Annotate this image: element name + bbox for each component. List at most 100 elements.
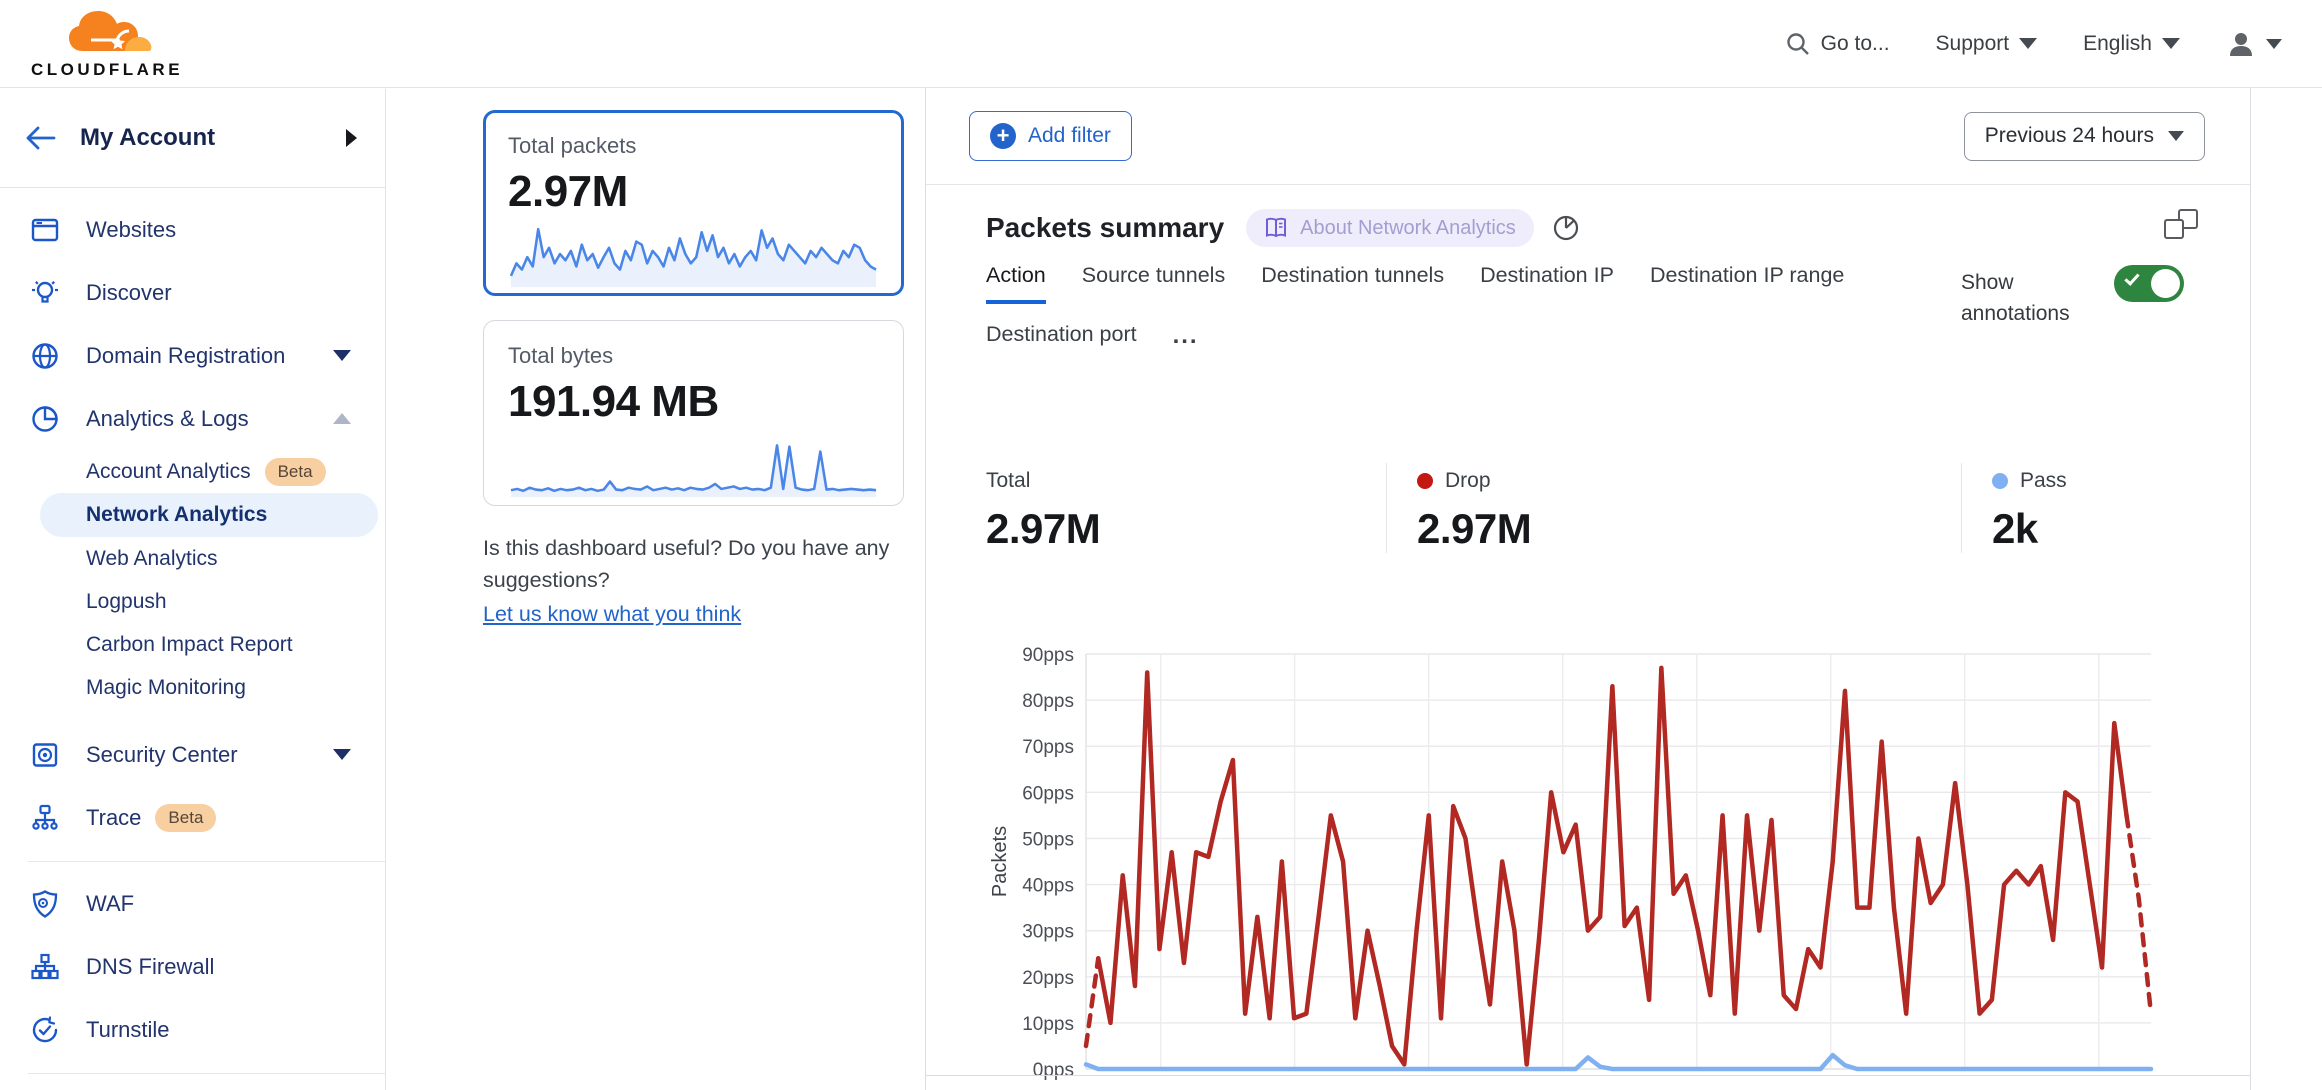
- sidebar-item-domain-registration[interactable]: Domain Registration: [0, 324, 385, 387]
- sidebar-item-analytics-logs[interactable]: Analytics & Logs: [0, 387, 385, 450]
- svg-text:Packets: Packets: [989, 826, 1011, 897]
- svg-text:50pps: 50pps: [1022, 829, 1074, 850]
- svg-text:40pps: 40pps: [1022, 876, 1074, 897]
- sidebar-item-label: Websites: [86, 216, 177, 242]
- tab-action[interactable]: Action: [986, 263, 1046, 304]
- sidebar-item-dns-firewall[interactable]: DNS Firewall: [0, 935, 385, 998]
- pie-chart-icon[interactable]: [1552, 214, 1580, 242]
- stat-pass: Pass 2k: [1961, 463, 2190, 553]
- sidebar-item-label: Domain Registration: [86, 342, 286, 368]
- top-header: CLOUDFLARE Go to... Support English: [0, 0, 2322, 88]
- sidebar-item-magic-monitoring[interactable]: Magic Monitoring: [40, 666, 378, 709]
- sidebar-item-discover[interactable]: Discover: [0, 261, 385, 324]
- stat-label: Drop: [1445, 469, 1491, 492]
- sidebar-item-web-analytics[interactable]: Web Analytics: [40, 537, 378, 580]
- feedback-text: Is this dashboard useful? Do you have an…: [483, 536, 890, 592]
- feedback-block: Is this dashboard useful? Do you have an…: [483, 532, 923, 630]
- tab-destination-ip-range[interactable]: Destination IP range: [1649, 263, 1845, 287]
- hierarchy-icon: [31, 953, 59, 979]
- sidebar-item-label: Carbon Impact Report: [86, 632, 293, 656]
- add-filter-button[interactable]: + Add filter: [969, 111, 1132, 161]
- account-menu[interactable]: [2226, 29, 2282, 59]
- add-filter-label: Add filter: [1028, 124, 1111, 147]
- support-label: Support: [1935, 31, 2010, 55]
- stat-value: 2k: [1992, 505, 2038, 552]
- language-menu[interactable]: English: [2083, 32, 2180, 56]
- support-menu[interactable]: Support: [1936, 32, 2038, 56]
- stat-total: Total 2.97M: [986, 463, 1386, 553]
- section-title: Packets summary: [986, 212, 1225, 243]
- trace-icon: [32, 804, 58, 830]
- time-range-button[interactable]: Previous 24 hours: [1963, 111, 2205, 161]
- sidebar-item-network-analytics[interactable]: Network Analytics: [40, 493, 378, 537]
- analytics-icon: [32, 405, 58, 432]
- sidebar-item-label: Account Analytics: [86, 459, 251, 483]
- chevron-down-icon: [2266, 38, 2282, 49]
- tab-destination-port[interactable]: Destination port: [986, 322, 1137, 346]
- beta-badge: Beta: [264, 457, 326, 486]
- about-badge-label: About Network Analytics: [1300, 216, 1516, 239]
- shield-gear-icon: [32, 889, 58, 918]
- card-value: 2.97M: [508, 167, 628, 216]
- card-title: Total bytes: [508, 343, 614, 368]
- packets-time-series-chart[interactable]: 0pps 10pps 20pps 30pps 40pps 50pps 60pps 70pps 8…: [986, 640, 2166, 1090]
- dimension-tabs: Action Source tunnels Destination tunnel…: [986, 263, 1976, 364]
- sidebar-item-security-center[interactable]: Security Center: [0, 723, 385, 786]
- goto-label: Go to...: [1820, 31, 1890, 55]
- overlap-squares-icon: [2164, 219, 2184, 239]
- sidebar-item-label: Turnstile: [86, 1016, 170, 1042]
- drop-legend-dot: [1417, 473, 1433, 489]
- total-bytes-card[interactable]: Total bytes 191.94 MB: [483, 320, 904, 506]
- svg-text:80pps: 80pps: [1022, 691, 1074, 712]
- expand-panel-button[interactable]: [2164, 209, 2198, 239]
- total-packets-sparkline: [509, 227, 877, 288]
- sidebar-item-label: Web Analytics: [86, 546, 218, 570]
- cloudflare-logo[interactable]: CLOUDFLARE: [22, 7, 192, 80]
- total-bytes-sparkline: [510, 444, 877, 498]
- sidebar-item-label: WAF: [86, 890, 135, 916]
- chevron-down-icon: [2168, 131, 2184, 141]
- sidebar-item-account-analytics[interactable]: Account Analytics Beta: [40, 450, 378, 493]
- feedback-link[interactable]: Let us know what you think: [483, 602, 742, 626]
- sidebar-item-trace[interactable]: Trace Beta: [0, 786, 385, 849]
- sidebar-item-label: Analytics & Logs: [86, 405, 249, 431]
- sidebar-item-logpush[interactable]: Logpush: [40, 580, 378, 623]
- stat-value: 2.97M: [1417, 505, 1532, 552]
- chevron-down-icon: [333, 749, 351, 760]
- about-network-analytics-badge[interactable]: About Network Analytics: [1246, 209, 1534, 247]
- sidebar-item-label: Magic Monitoring: [86, 675, 246, 699]
- sidebar-divider: [28, 861, 385, 862]
- analytics-subnav: Account Analytics Beta Network Analytics…: [0, 450, 385, 709]
- globe-icon: [32, 342, 58, 369]
- tab-destination-tunnels[interactable]: Destination tunnels: [1261, 263, 1445, 287]
- sidebar-item-label: DNS Firewall: [86, 953, 215, 979]
- card-title: Total packets: [508, 133, 637, 158]
- svg-text:30pps: 30pps: [1022, 922, 1074, 943]
- account-label[interactable]: My Account: [80, 124, 216, 151]
- chevron-down-icon: [333, 350, 351, 361]
- total-packets-card[interactable]: Total packets 2.97M: [483, 110, 904, 296]
- sidebar-item-carbon-impact-report[interactable]: Carbon Impact Report: [40, 623, 378, 666]
- cloudflare-cloud-icon: [69, 11, 152, 51]
- stats-row: Total 2.97M Drop 2.97M Pass 2k: [986, 463, 2190, 553]
- goto-search[interactable]: Go to...: [1785, 31, 1890, 57]
- more-tabs-button[interactable]: ...: [1172, 322, 1199, 349]
- sidebar-item-waf[interactable]: WAF: [0, 872, 385, 935]
- sidebar: My Account Websites: [0, 89, 386, 1090]
- tab-source-tunnels[interactable]: Source tunnels: [1081, 263, 1226, 287]
- user-icon: [2230, 32, 2252, 56]
- sidebar-item-label: Security Center: [86, 741, 238, 767]
- sidebar-item-partial[interactable]: [0, 1084, 385, 1090]
- stat-value: 2.97M: [986, 505, 1101, 552]
- sidebar-item-label: Logpush: [86, 589, 167, 613]
- chevron-right-icon[interactable]: [346, 129, 357, 147]
- sidebar-item-websites[interactable]: Websites: [0, 198, 385, 261]
- main-panel: + Add filter Previous 24 hours Packets s…: [925, 88, 2251, 1090]
- language-label: English: [2083, 31, 2152, 55]
- show-annotations-toggle[interactable]: [2114, 265, 2184, 302]
- stat-label: Total: [986, 469, 1031, 492]
- sidebar-item-turnstile[interactable]: Turnstile: [0, 998, 385, 1061]
- stat-label: Pass: [2020, 469, 2067, 492]
- back-arrow-icon[interactable]: [24, 125, 56, 151]
- tab-destination-ip[interactable]: Destination IP: [1480, 263, 1614, 287]
